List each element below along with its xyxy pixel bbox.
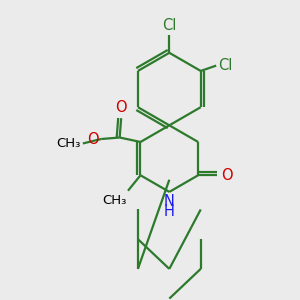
Text: CH₃: CH₃ [56,137,80,150]
Text: O: O [87,131,99,146]
Text: O: O [116,100,127,115]
Text: Cl: Cl [218,58,232,73]
Text: CH₃: CH₃ [102,194,127,207]
Text: Cl: Cl [162,18,176,33]
Text: N: N [164,194,175,209]
Text: H: H [164,204,175,219]
Text: O: O [221,168,233,183]
